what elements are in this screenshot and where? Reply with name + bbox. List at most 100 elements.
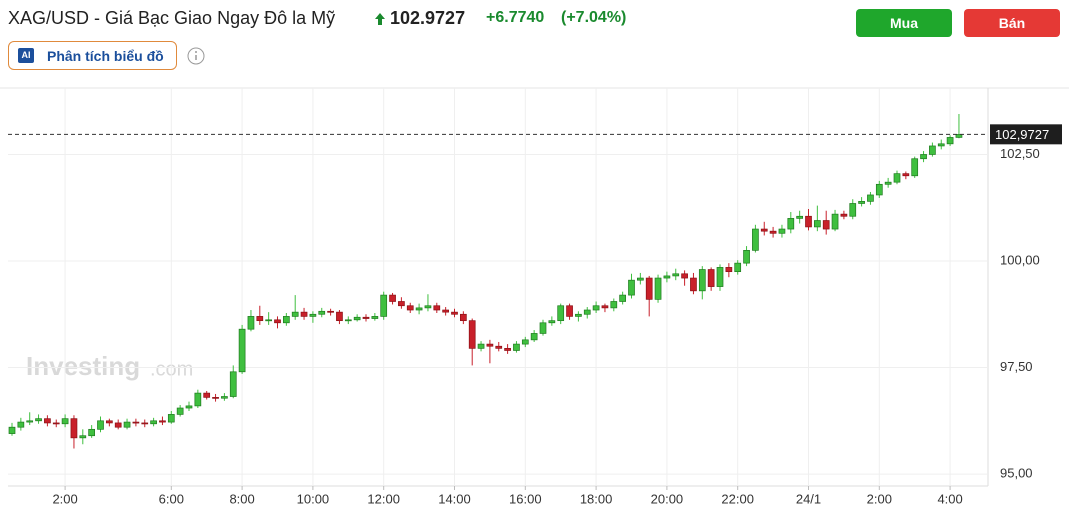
watermark: Investing (26, 351, 140, 381)
candle-body (52, 422, 60, 425)
candle-body (796, 215, 804, 219)
candle-body (681, 273, 688, 279)
candle-body (601, 305, 609, 309)
x-tick-label: 20:00 (651, 491, 684, 506)
x-tick-label: 6:00 (159, 491, 184, 506)
candle-body (159, 420, 166, 423)
candle-body (79, 435, 87, 439)
candle-body (849, 203, 857, 217)
candle-body (752, 228, 759, 251)
candle-body (424, 305, 432, 309)
candle-body (813, 220, 821, 228)
candle-body (698, 269, 706, 292)
candle-body (238, 328, 246, 373)
candle-body (132, 421, 140, 424)
candle-body (406, 305, 414, 311)
candle-body (61, 418, 69, 425)
candle-body (902, 173, 910, 177)
candle-body (645, 277, 653, 300)
candle-body (530, 333, 538, 341)
candle-body (858, 200, 865, 204)
candle-body (619, 294, 627, 302)
candle-body (929, 145, 936, 155)
x-tick-label: 2:00 (52, 491, 77, 506)
y-tick-label: 97,50 (1000, 359, 1033, 374)
x-tick-label: 22:00 (721, 491, 754, 506)
candle-body (8, 426, 16, 434)
candle-body (265, 319, 272, 322)
x-tick-label: 2:00 (867, 491, 892, 506)
candle-body (362, 316, 370, 319)
x-tick-label: 12:00 (367, 491, 400, 506)
candle-body (690, 277, 697, 292)
candle-body (229, 371, 237, 397)
candle-body (486, 343, 494, 347)
candle-body (309, 313, 317, 317)
candle-body (566, 305, 573, 317)
last-price-box (990, 124, 1062, 145)
candle-body (88, 428, 96, 437)
ai-badge: AI (18, 48, 34, 63)
candle-body (256, 316, 264, 322)
candle-body (185, 405, 193, 409)
candle-body (557, 305, 565, 322)
candle-body (353, 316, 361, 321)
y-tick-label: 100,00 (1000, 252, 1040, 267)
candle-body (805, 215, 812, 228)
sell-button[interactable]: Bán (964, 9, 1060, 37)
candle-body (583, 309, 591, 315)
candle-body (150, 420, 157, 425)
candle-body (654, 277, 662, 300)
candle-body (300, 311, 308, 317)
candle-body (628, 279, 635, 296)
candle-body (743, 250, 750, 264)
candle-body (451, 311, 458, 315)
candle-body (504, 348, 511, 351)
candle-body (274, 319, 281, 324)
candle-body (477, 343, 485, 349)
candle-body (433, 305, 441, 311)
candle-body (822, 220, 830, 230)
candle-body (920, 154, 927, 160)
ai-analysis-button[interactable]: AI Phân tích biểu đồ (8, 41, 177, 70)
x-tick-label: 10:00 (297, 491, 330, 506)
candle-body (97, 420, 104, 430)
buy-button[interactable]: Mua (856, 9, 952, 37)
candle-body (415, 307, 423, 311)
candle-body (513, 343, 520, 351)
candle-body (176, 407, 184, 415)
candle-body (167, 414, 175, 423)
candle-body (592, 305, 600, 311)
candle-body (44, 418, 51, 424)
instrument-title: XAG/USD - Giá Bạc Giao Ngay Đô la Mỹ (8, 8, 336, 28)
candle-body (389, 294, 396, 302)
x-tick-label: 14:00 (438, 491, 471, 506)
candle-body (707, 269, 715, 287)
candle-body (867, 194, 874, 202)
candle-body (734, 262, 742, 273)
candle-body (398, 301, 405, 307)
info-icon[interactable] (186, 46, 206, 66)
candle-body (575, 313, 582, 317)
ai-button-label: Phân tích biểu đồ (47, 48, 164, 64)
candle-body (840, 213, 848, 217)
y-tick-label: 95,00 (1000, 466, 1033, 481)
candle-body (663, 275, 671, 279)
candle-body (318, 310, 326, 315)
candle-body (725, 267, 733, 273)
x-tick-label: 16:00 (509, 491, 542, 506)
candle-body (327, 310, 334, 313)
candle-body (35, 418, 42, 422)
candle-body (760, 228, 768, 232)
candle-body (911, 158, 919, 177)
candle-body (955, 134, 963, 138)
last-price-label: 102,9727 (995, 127, 1049, 142)
candle-body (17, 421, 25, 428)
price: 102.9727 (390, 8, 466, 28)
candle-body (371, 316, 379, 319)
candle-body (539, 322, 547, 334)
x-tick-label: 18:00 (580, 491, 613, 506)
candle-body (203, 392, 211, 398)
candle-body (636, 277, 644, 281)
